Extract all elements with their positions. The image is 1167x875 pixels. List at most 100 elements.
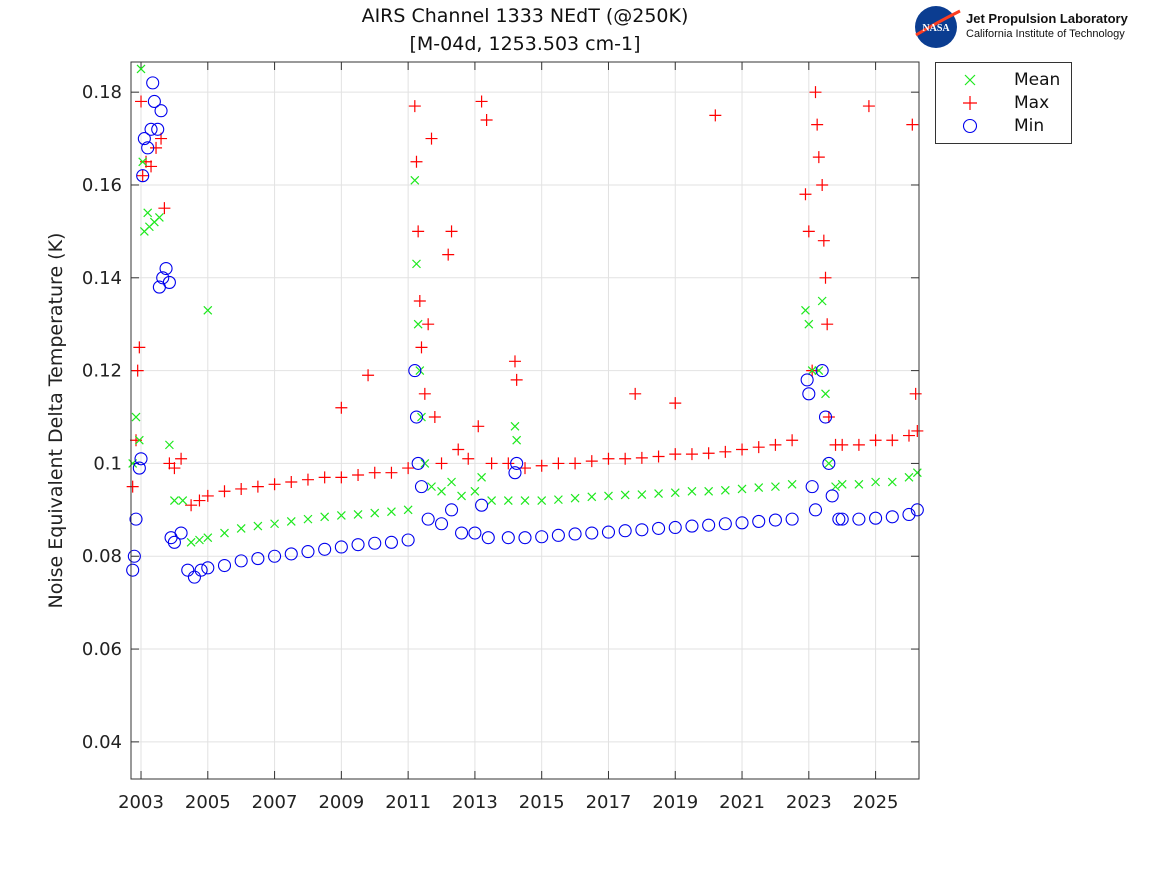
min-point <box>408 364 422 378</box>
mean-point <box>353 510 363 519</box>
max-point <box>709 109 722 122</box>
max-point <box>422 318 435 331</box>
mean-point <box>320 512 330 522</box>
max-point <box>301 473 314 486</box>
max-point <box>251 480 264 493</box>
min-point <box>167 535 181 549</box>
mean-point <box>420 459 430 468</box>
max-point <box>285 475 298 488</box>
max-point <box>816 178 829 191</box>
max-point <box>472 420 485 433</box>
min-point <box>126 563 140 577</box>
max-point <box>402 462 415 475</box>
logo-org: Jet Propulsion Laboratory <box>966 11 1128 26</box>
max-point <box>799 188 812 201</box>
min-point <box>251 552 265 566</box>
min-point <box>510 456 524 470</box>
max-point <box>136 169 149 182</box>
mean-point <box>804 319 814 329</box>
max-point <box>428 411 441 424</box>
max-point <box>508 355 521 368</box>
mean-point <box>637 490 647 499</box>
min-point <box>802 387 816 401</box>
mean-point <box>770 482 780 492</box>
min-point <box>825 489 839 503</box>
mean-point <box>904 472 914 482</box>
mean-point <box>134 435 144 445</box>
mean-point <box>270 519 280 529</box>
min-point <box>805 480 819 494</box>
mean-point <box>195 535 204 545</box>
min-point <box>768 513 782 527</box>
max-point <box>629 387 642 400</box>
min-point <box>134 452 148 466</box>
min-point <box>518 531 532 545</box>
min-point <box>585 526 599 540</box>
chart-subtitle: [M-04d, 1253.503 cm-1] <box>409 33 641 55</box>
min-point <box>201 561 215 575</box>
min-point <box>752 514 766 528</box>
min-point <box>702 518 716 532</box>
mean-point <box>720 485 730 495</box>
max-point <box>335 401 348 414</box>
min-point <box>301 545 315 559</box>
mean-point <box>387 507 396 517</box>
max-point <box>886 434 899 447</box>
max-point <box>408 100 421 113</box>
max-point <box>862 100 875 113</box>
min-point <box>685 519 699 533</box>
max-point <box>318 471 331 484</box>
min-point <box>162 275 176 289</box>
min-point <box>159 261 173 276</box>
min-point <box>217 558 232 573</box>
max-point <box>435 457 448 470</box>
mean-point <box>704 486 714 496</box>
mean-point <box>824 459 834 468</box>
mean-point <box>537 496 547 505</box>
mean-point <box>413 319 423 329</box>
mean-point <box>447 477 456 487</box>
mean-point <box>821 389 830 399</box>
max-point <box>445 225 458 238</box>
mean-point <box>817 296 827 306</box>
mean-point <box>787 479 797 489</box>
min-point <box>835 512 849 526</box>
max-point <box>569 457 582 470</box>
min-point <box>234 554 248 568</box>
mean-point <box>178 496 188 505</box>
y-tick-label: 0.08 <box>82 546 122 567</box>
mean-point <box>336 510 346 520</box>
mean-point <box>437 486 446 496</box>
max-point <box>502 457 515 470</box>
min-point <box>132 461 146 475</box>
mean-point <box>286 517 296 526</box>
mean-point <box>131 412 141 422</box>
min-point <box>508 466 522 480</box>
mean-point <box>831 482 840 492</box>
max-point <box>752 441 765 454</box>
mean-point <box>737 484 747 494</box>
min-point <box>146 76 160 90</box>
mean-point <box>670 488 680 498</box>
min-point <box>151 122 165 136</box>
min-point <box>147 94 161 108</box>
min-point <box>154 104 168 118</box>
circle-marker-icon <box>962 118 978 134</box>
max-point <box>442 248 455 261</box>
x-tick-label: 2017 <box>586 792 632 813</box>
max-point <box>480 114 493 127</box>
min-point <box>668 520 682 535</box>
max-point <box>235 482 248 495</box>
min-point <box>156 271 170 285</box>
mean-point <box>164 440 174 450</box>
x-tick-label: 2007 <box>252 792 298 813</box>
mean-point <box>570 493 580 503</box>
max-point <box>552 457 565 470</box>
min-point <box>601 525 616 539</box>
max-point <box>869 434 882 447</box>
y-tick-label: 0.12 <box>82 361 122 382</box>
max-point <box>786 434 799 447</box>
max-point <box>635 451 648 464</box>
mean-point <box>136 64 146 74</box>
min-point <box>194 563 208 577</box>
